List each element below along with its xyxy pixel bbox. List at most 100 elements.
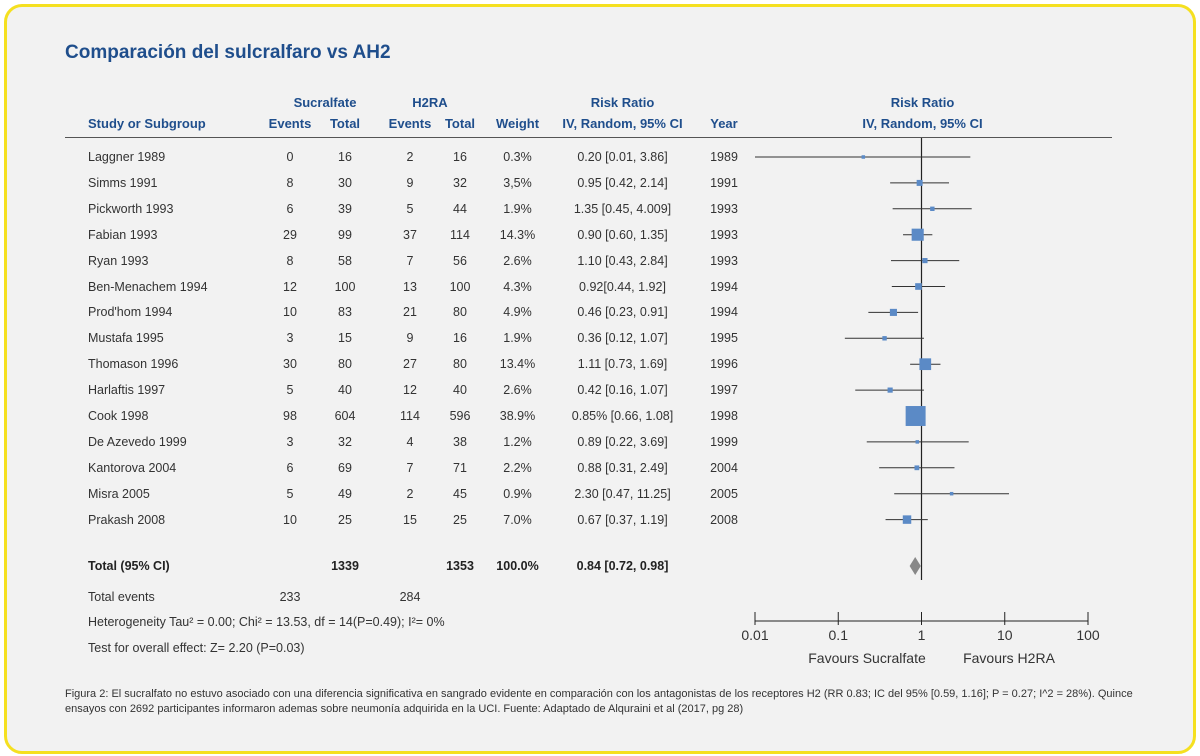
header-year: Year bbox=[710, 116, 738, 131]
header-weight: Weight bbox=[495, 116, 540, 131]
row-study: Laggner 1989 bbox=[88, 150, 166, 164]
row-ci: 0.46 [0.23, 0.91] bbox=[577, 305, 668, 320]
row-events-1: 6 bbox=[286, 460, 294, 475]
effect-marker bbox=[861, 155, 866, 159]
row-total-2: 16 bbox=[453, 150, 467, 164]
row-events-1: 12 bbox=[283, 279, 297, 294]
figure-title: Comparación del sulcralfaro vs AH2 bbox=[65, 42, 391, 63]
row-weight: 38.9% bbox=[499, 409, 536, 423]
row-total-1: 40 bbox=[338, 383, 352, 398]
row-study: Pickworth 1993 bbox=[88, 201, 174, 216]
total-events-2: 284 bbox=[399, 590, 421, 604]
row-study: Cook 1998 bbox=[88, 409, 149, 423]
effect-marker bbox=[911, 228, 924, 241]
row-total-2: 80 bbox=[453, 305, 467, 320]
effect-marker bbox=[916, 179, 923, 186]
row-study: Prod'hom 1994 bbox=[88, 305, 173, 320]
row-total-1: 100 bbox=[334, 279, 356, 294]
row-year: 1994 bbox=[710, 305, 738, 320]
row-events-1: 6 bbox=[286, 201, 294, 216]
effect-marker bbox=[949, 491, 954, 496]
row-weight: 0.3% bbox=[503, 150, 532, 164]
row-year: 2005 bbox=[710, 486, 738, 501]
x-tick-label: 1 bbox=[918, 627, 926, 643]
row-weight: 13.4% bbox=[499, 357, 536, 372]
row-events-2: 9 bbox=[406, 175, 414, 190]
header-risk-ratio: Risk Ratio bbox=[590, 95, 655, 110]
row-study: Simms 1991 bbox=[88, 175, 158, 190]
row-weight: 1.9% bbox=[503, 201, 532, 216]
row-ci: 0.20 [0.01, 3.86] bbox=[577, 150, 668, 164]
row-total-2: 32 bbox=[453, 175, 467, 190]
total-weight: 100.0% bbox=[496, 559, 539, 573]
row-events-2: 2 bbox=[406, 486, 414, 501]
effect-marker bbox=[915, 440, 920, 444]
row-ci: 1.35 [0.45, 4.009] bbox=[573, 201, 672, 216]
row-study: De Azevedo 1999 bbox=[88, 434, 187, 449]
row-ci: 0.89 [0.22, 3.69] bbox=[577, 434, 668, 449]
row-total-1: 25 bbox=[338, 512, 352, 527]
row-ci: 0.36 [0.12, 1.07] bbox=[577, 331, 668, 346]
row-weight: 7.0% bbox=[503, 512, 532, 527]
row-total-2: 45 bbox=[453, 486, 467, 501]
effect-marker bbox=[915, 283, 922, 290]
effect-marker bbox=[914, 465, 920, 471]
row-total-1: 69 bbox=[338, 460, 352, 475]
overall-effect-text: Test for overall effect: Z= 2.20 (P=0.03… bbox=[88, 641, 305, 655]
row-weight: 2.2% bbox=[503, 460, 532, 475]
row-ci: 0.95 [0.42, 2.14] bbox=[577, 175, 668, 190]
effect-marker bbox=[887, 387, 893, 393]
header-plot-title: Risk Ratio bbox=[890, 95, 955, 110]
row-ci: 0.92[0.44, 1.92] bbox=[579, 279, 666, 294]
row-ci: 0.42 [0.16, 1.07] bbox=[577, 383, 668, 398]
row-total-2: 38 bbox=[453, 434, 467, 449]
x-tick-label: 0.1 bbox=[829, 627, 849, 643]
effect-marker bbox=[889, 308, 897, 316]
effect-marker bbox=[882, 336, 887, 341]
header-study: Study or Subgroup bbox=[88, 116, 206, 131]
row-year: 1993 bbox=[710, 253, 738, 268]
row-events-1: 30 bbox=[283, 357, 297, 372]
figure-frame bbox=[4, 4, 1196, 754]
header-total-2: Total bbox=[444, 116, 476, 131]
header-rr-method: IV, Random, 95% CI bbox=[562, 116, 683, 131]
header-events-1: Events bbox=[268, 116, 312, 131]
row-total-2: 56 bbox=[453, 253, 467, 268]
row-events-2: 21 bbox=[403, 305, 417, 320]
row-events-1: 5 bbox=[286, 486, 294, 501]
row-total-2: 44 bbox=[453, 201, 467, 216]
total-t1: 1339 bbox=[331, 559, 359, 573]
row-total-2: 114 bbox=[450, 227, 470, 242]
row-study: Ben-Menachem 1994 bbox=[88, 279, 208, 294]
row-weight: 1.2% bbox=[503, 434, 532, 449]
row-total-2: 71 bbox=[453, 460, 467, 475]
x-tick-label: 0.01 bbox=[741, 627, 768, 643]
row-year: 1998 bbox=[710, 409, 738, 423]
row-events-1: 98 bbox=[283, 409, 297, 423]
row-study: Ryan 1993 bbox=[88, 253, 149, 268]
row-total-2: 80 bbox=[453, 357, 467, 372]
row-year: 2004 bbox=[710, 460, 738, 475]
row-events-2: 5 bbox=[406, 201, 414, 216]
row-weight: 2.6% bbox=[503, 383, 532, 398]
row-total-1: 83 bbox=[338, 305, 352, 320]
header-rule bbox=[65, 137, 1112, 138]
row-events-2: 7 bbox=[406, 460, 414, 475]
row-total-1: 16 bbox=[338, 150, 352, 164]
row-year: 1989 bbox=[710, 150, 738, 164]
x-tick-label: 100 bbox=[1076, 627, 1100, 643]
row-year: 1991 bbox=[710, 175, 738, 190]
row-year: 1999 bbox=[710, 434, 738, 449]
row-total-2: 40 bbox=[453, 383, 467, 398]
row-total-1: 604 bbox=[334, 409, 356, 423]
row-total-1: 32 bbox=[338, 434, 352, 449]
row-year: 1994 bbox=[710, 279, 738, 294]
row-ci: 1.11 [0.73, 1.69] bbox=[577, 357, 668, 372]
total-ci: 0.84 [0.72, 0.98] bbox=[576, 559, 669, 573]
row-events-1: 8 bbox=[286, 253, 294, 268]
row-ci: 0.67 [0.37, 1.19] bbox=[577, 512, 668, 527]
header-plot-method: IV, Random, 95% CI bbox=[862, 116, 983, 131]
row-weight: 4.9% bbox=[503, 305, 532, 320]
header-sucralfate: Sucralfate bbox=[293, 95, 357, 110]
row-total-1: 39 bbox=[338, 201, 352, 216]
